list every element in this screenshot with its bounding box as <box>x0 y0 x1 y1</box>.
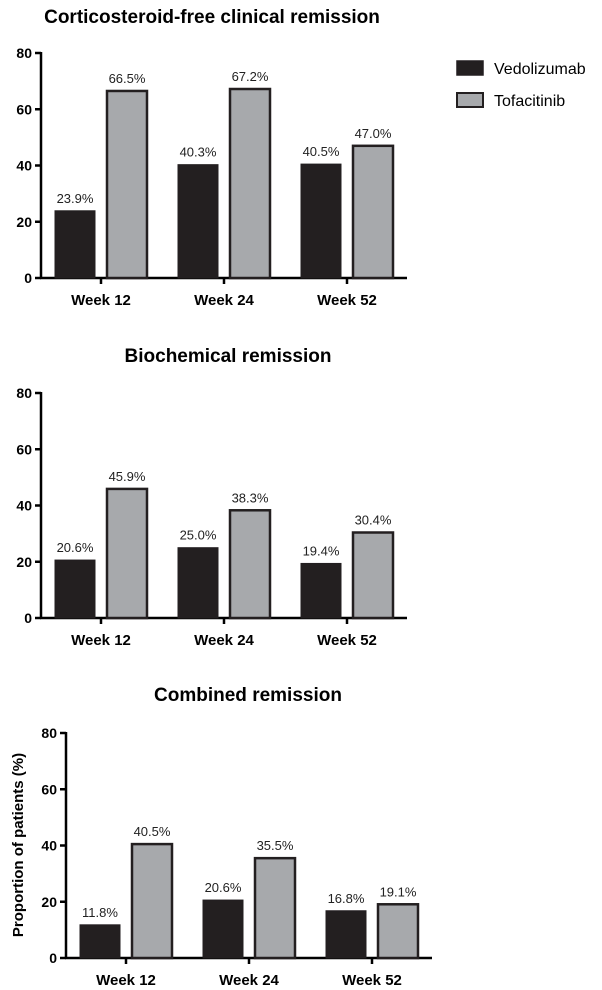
chart-panel-combined-remission: Combined remission Proportion of patient… <box>10 685 432 989</box>
y-tick-label: 80 <box>41 725 57 741</box>
data-label: 20.6% <box>205 880 242 895</box>
legend-label-tofacitinib: Tofacitinib <box>494 93 565 110</box>
y-tick-label: 0 <box>49 950 57 966</box>
x-tick-label: Week 52 <box>317 292 377 309</box>
bar-vedolizumab-week-24 <box>202 899 244 959</box>
y-tick-label: 0 <box>24 270 32 286</box>
bars <box>54 487 395 620</box>
data-label: 19.4% <box>303 543 340 558</box>
bar-tofacitinib-week-52 <box>351 531 395 620</box>
bar-tofacitinib-week-12 <box>105 89 149 280</box>
bar-tofacitinib-week-52 <box>376 903 420 960</box>
axes: 0 20 40 60 80 Week 12 Week 24 Week 52 <box>16 385 407 649</box>
y-tick-label: 80 <box>16 45 32 61</box>
bar-vedolizumab-week-12 <box>54 210 96 279</box>
data-label: 35.5% <box>257 838 294 853</box>
bar-vedolizumab-week-12 <box>54 559 96 619</box>
chart-panel-clinical-remission: Corticosteroid-free clinical remission 0… <box>16 7 407 309</box>
data-label: 40.3% <box>180 145 217 160</box>
data-label: 16.8% <box>328 891 365 906</box>
y-tick-label: 60 <box>16 101 32 117</box>
bar-vedolizumab-week-52 <box>325 910 367 959</box>
legend-item-tofacitinib: Tofacitinib <box>456 92 565 110</box>
x-tick-label: Week 12 <box>71 292 131 309</box>
data-labels: 20.6% 45.9% 25.0% 38.3% 19.4% 30.4% <box>57 469 392 559</box>
data-label: 67.2% <box>232 69 269 84</box>
x-tick-label: Week 12 <box>71 632 131 649</box>
data-label: 30.4% <box>355 513 392 528</box>
bars <box>79 842 420 960</box>
y-tick-label: 20 <box>16 214 32 230</box>
y-tick-label: 40 <box>16 498 32 514</box>
y-tick-label: 60 <box>41 781 57 797</box>
data-label: 66.5% <box>109 71 146 86</box>
y-tick-label: 60 <box>16 441 32 457</box>
bar-vedolizumab-week-12 <box>79 924 121 959</box>
data-label: 25.0% <box>180 528 217 543</box>
data-labels: 23.9% 66.5% 40.3% 67.2% 40.5% 47.0% <box>57 69 392 206</box>
data-label: 19.1% <box>380 884 417 899</box>
y-tick-label: 20 <box>41 894 57 910</box>
legend-label-vedolizumab: Vedolizumab <box>494 61 586 78</box>
bar-tofacitinib-week-24 <box>228 509 272 620</box>
legend: Vedolizumab Tofacitinib <box>456 60 586 110</box>
x-tick-label: Week 52 <box>317 632 377 649</box>
y-tick-label: 80 <box>16 385 32 401</box>
axes: 0 20 40 60 80 Week 12 Week 24 Week 52 <box>16 45 407 309</box>
data-label: 40.5% <box>303 144 340 159</box>
axes: 0 20 40 60 80 Week 12 Week 24 Week 52 <box>41 725 432 989</box>
data-label: 11.8% <box>82 905 118 920</box>
data-label: 23.9% <box>57 191 94 206</box>
bar-tofacitinib-week-12 <box>105 487 149 620</box>
legend-swatch-tofacitinib <box>456 92 484 108</box>
y-tick-label: 40 <box>16 158 32 174</box>
legend-swatch-vedolizumab <box>456 60 484 76</box>
chart-panel-biochemical-remission: Biochemical remission 0 20 40 60 80 Week 12 We… <box>16 346 407 649</box>
y-axis-label: Proportion of patients (%) <box>10 753 27 937</box>
bar-tofacitinib-week-12 <box>130 842 174 960</box>
y-tick-label: 40 <box>41 838 57 854</box>
bar-vedolizumab-week-24 <box>177 547 219 619</box>
legend-item-vedolizumab: Vedolizumab <box>456 60 586 78</box>
data-label: 38.3% <box>232 490 269 505</box>
chart-title: Biochemical remission <box>125 346 332 367</box>
bar-tofacitinib-week-24 <box>228 87 272 280</box>
chart-title: Combined remission <box>154 685 342 706</box>
data-label: 45.9% <box>109 469 146 484</box>
bar-vedolizumab-week-24 <box>177 164 219 279</box>
bars <box>54 87 395 280</box>
bar-tofacitinib-week-24 <box>253 856 297 960</box>
x-tick-label: Week 12 <box>96 972 156 989</box>
chart-title: Corticosteroid-free clinical remission <box>44 7 380 28</box>
bar-tofacitinib-week-52 <box>351 144 395 280</box>
bar-vedolizumab-week-52 <box>300 163 342 279</box>
y-tick-label: 20 <box>16 554 32 570</box>
data-label: 47.0% <box>355 126 392 141</box>
data-label: 40.5% <box>134 824 171 839</box>
y-tick-label: 0 <box>24 610 32 626</box>
bar-vedolizumab-week-52 <box>300 562 342 619</box>
data-labels: 11.8% 40.5% 20.6% 35.5% 16.8% 19.1% <box>82 824 417 920</box>
x-tick-label: Week 52 <box>342 972 402 989</box>
x-tick-label: Week 24 <box>219 972 279 989</box>
x-tick-label: Week 24 <box>194 292 254 309</box>
x-tick-label: Week 24 <box>194 632 254 649</box>
data-label: 20.6% <box>57 540 94 555</box>
